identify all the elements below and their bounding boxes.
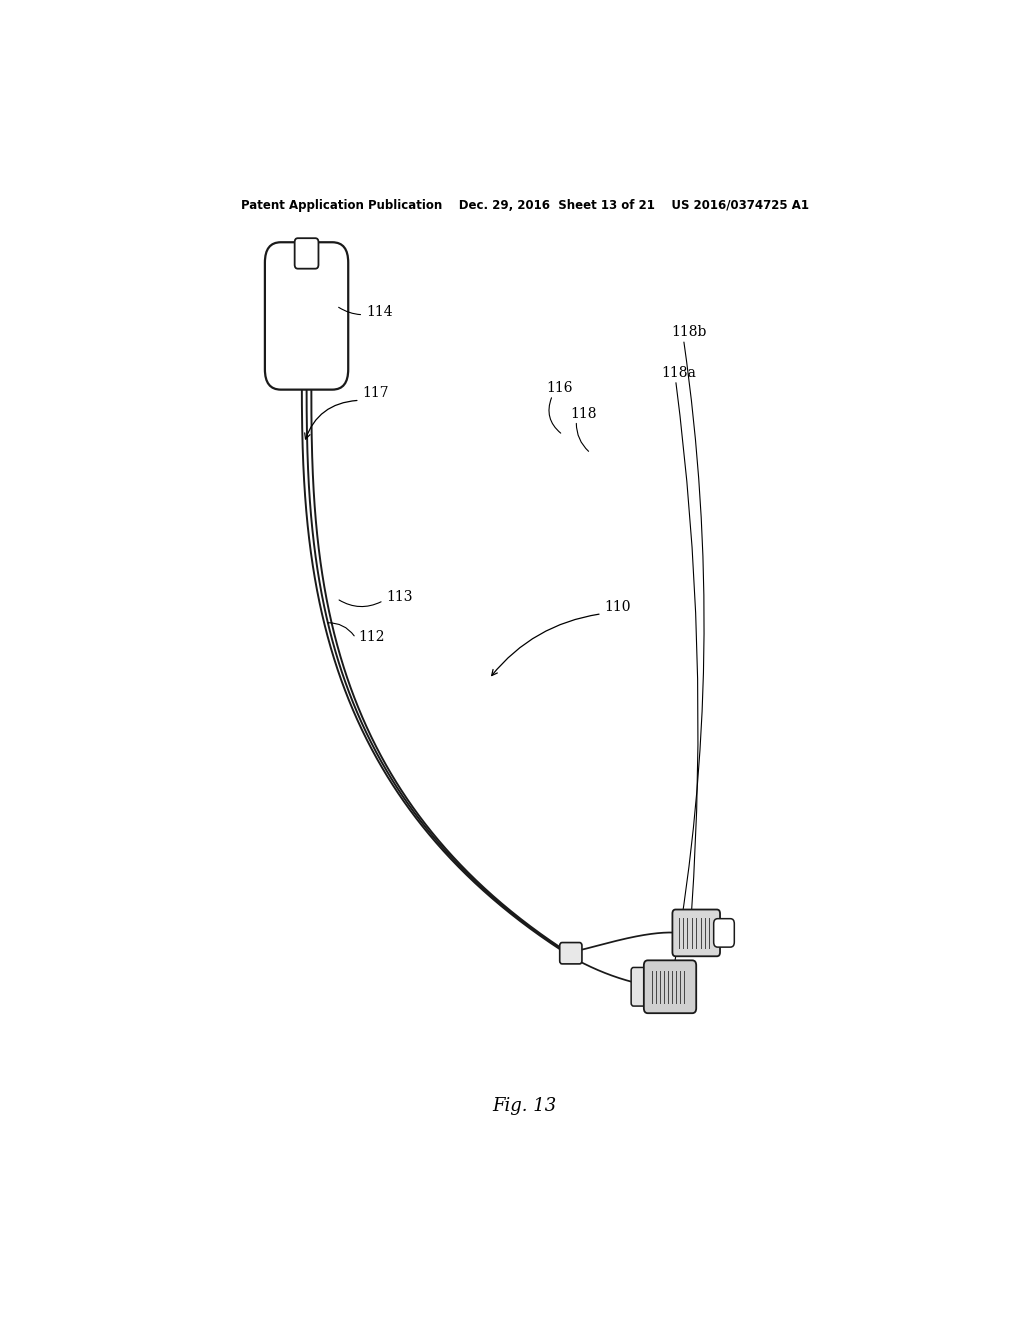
- FancyBboxPatch shape: [295, 238, 318, 269]
- Text: Fig. 13: Fig. 13: [493, 1097, 557, 1114]
- FancyBboxPatch shape: [644, 961, 696, 1014]
- Text: 110: 110: [604, 599, 631, 614]
- Text: 118: 118: [570, 407, 597, 421]
- FancyBboxPatch shape: [265, 243, 348, 389]
- FancyBboxPatch shape: [560, 942, 582, 964]
- FancyBboxPatch shape: [631, 968, 650, 1006]
- Text: 113: 113: [386, 590, 413, 603]
- Text: 116: 116: [546, 381, 572, 395]
- FancyBboxPatch shape: [714, 919, 734, 948]
- Text: 118b: 118b: [672, 325, 707, 339]
- Text: 114: 114: [339, 305, 393, 319]
- Text: Patent Application Publication    Dec. 29, 2016  Sheet 13 of 21    US 2016/03747: Patent Application Publication Dec. 29, …: [241, 199, 809, 213]
- Text: 118a: 118a: [662, 366, 696, 380]
- Text: 112: 112: [358, 630, 385, 644]
- Text: 117: 117: [362, 387, 389, 400]
- FancyBboxPatch shape: [673, 909, 720, 956]
